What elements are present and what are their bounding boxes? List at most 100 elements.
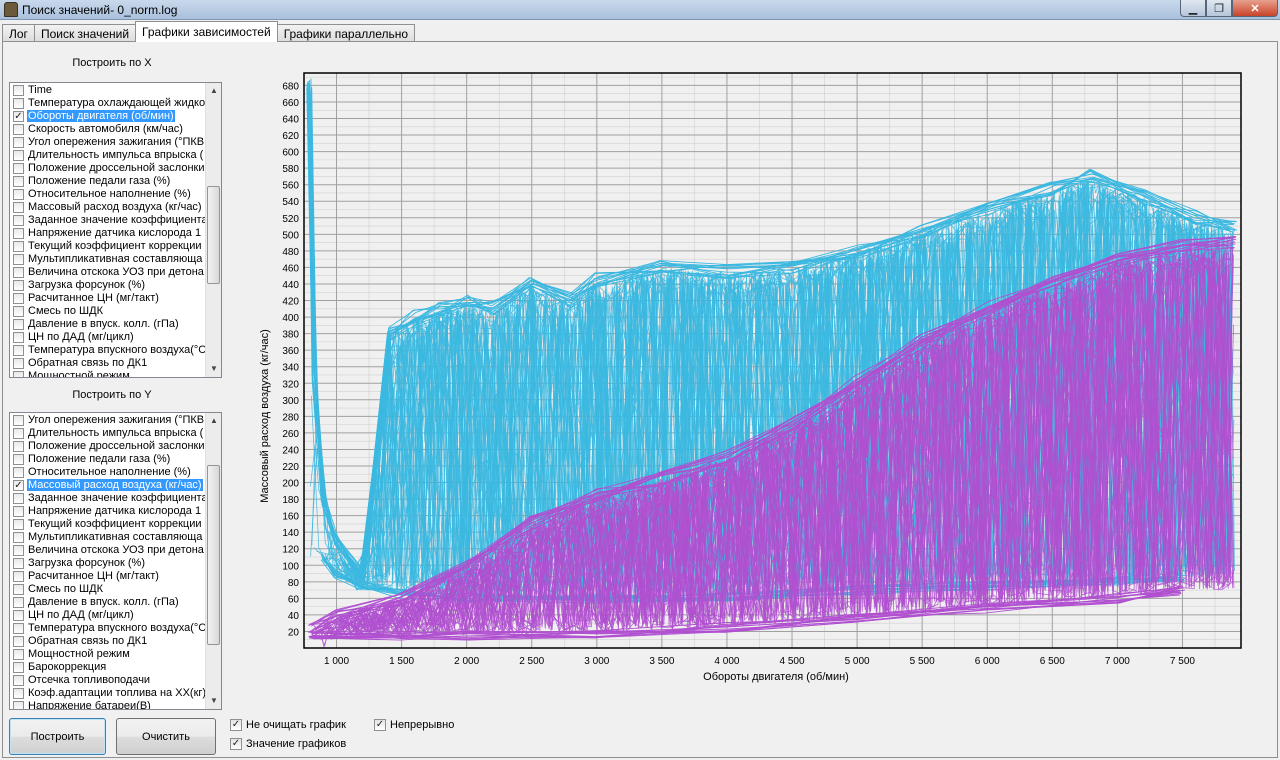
y-item-checkbox[interactable]: ✓ — [13, 480, 24, 491]
y-list-scrollbar[interactable]: ▲ ▼ — [205, 413, 221, 709]
x-item-checkbox[interactable] — [13, 137, 24, 148]
x-parameter-list[interactable]: Time Температура охлаждающей жидко ✓ Оборот… — [9, 82, 222, 378]
x-list-item[interactable]: Текущий коэффициент коррекции — [10, 240, 205, 253]
y-item-checkbox[interactable] — [13, 558, 24, 569]
x-item-checkbox[interactable] — [13, 176, 24, 187]
values-checkbox[interactable]: ✓ Значение графиков — [230, 738, 346, 750]
build-button[interactable]: Построить — [9, 718, 106, 755]
scroll-up-icon[interactable]: ▲ — [210, 416, 218, 425]
x-list-item[interactable]: Давление в впуск. колл. (гПа) — [10, 318, 205, 331]
y-list-item[interactable]: Мультипликативная составляюща — [10, 531, 205, 544]
minimize-button[interactable]: ▁ — [1180, 0, 1206, 17]
y-list-item[interactable]: Температура впускного воздуха(°С — [10, 622, 205, 635]
x-item-checkbox[interactable] — [13, 98, 24, 109]
x-item-checkbox[interactable] — [13, 332, 24, 343]
scroll-up-icon[interactable]: ▲ — [210, 86, 218, 95]
x-list-item[interactable]: Заданное значение коэффициента — [10, 214, 205, 227]
x-item-checkbox[interactable] — [13, 202, 24, 213]
x-item-checkbox[interactable] — [13, 163, 24, 174]
y-list-item[interactable]: Коэф.адаптации топлива на ХХ(кг) — [10, 687, 205, 700]
y-list-item[interactable]: ✓ Массовый расход воздуха (кг/час) — [10, 479, 205, 492]
x-list-item[interactable]: Длительность импульса впрыска ( — [10, 149, 205, 162]
x-list-item[interactable]: Относительное наполнение (%) — [10, 188, 205, 201]
y-list-item[interactable]: Отсечка топливоподачи — [10, 674, 205, 687]
scroll-down-icon[interactable]: ▼ — [210, 696, 218, 705]
x-list-item[interactable]: Положение педали газа (%) — [10, 175, 205, 188]
y-item-checkbox[interactable] — [13, 610, 24, 621]
x-item-checkbox[interactable] — [13, 215, 24, 226]
y-item-checkbox[interactable] — [13, 584, 24, 595]
y-item-checkbox[interactable] — [13, 662, 24, 673]
x-item-checkbox[interactable] — [13, 267, 24, 278]
y-item-checkbox[interactable] — [13, 454, 24, 465]
x-list-scroll-thumb[interactable] — [207, 186, 220, 284]
y-list-item[interactable]: Расчитанное ЦН (мг/такт) — [10, 570, 205, 583]
y-item-checkbox[interactable] — [13, 688, 24, 699]
x-item-checkbox[interactable] — [13, 189, 24, 200]
clear-button[interactable]: Очистить — [116, 718, 216, 755]
x-list-item[interactable]: Смесь по ШДК — [10, 305, 205, 318]
x-list-item[interactable]: Мультипликативная составляюща — [10, 253, 205, 266]
y-item-checkbox[interactable] — [13, 597, 24, 608]
y-list-item[interactable]: Длительность импульса впрыска ( — [10, 427, 205, 440]
y-item-checkbox[interactable] — [13, 649, 24, 660]
x-item-checkbox[interactable] — [13, 358, 24, 369]
x-list-item[interactable]: Расчитанное ЦН (мг/такт) — [10, 292, 205, 305]
y-list-item[interactable]: Заданное значение коэффициента — [10, 492, 205, 505]
x-list-item[interactable]: Температура впускного воздуха(°С — [10, 344, 205, 357]
x-list-item[interactable]: Величина отскока УОЗ при детона — [10, 266, 205, 279]
y-list-item[interactable]: Угол опережения зажигания (°ПКВ — [10, 414, 205, 427]
dependency-chart[interactable]: 20 40 60 80 100 120 140 160 180 200 220 240 260 280 30… — [229, 48, 1276, 703]
y-item-checkbox[interactable] — [13, 623, 24, 634]
y-item-checkbox[interactable] — [13, 428, 24, 439]
x-item-checkbox[interactable]: ✓ — [13, 111, 24, 122]
y-item-checkbox[interactable] — [13, 636, 24, 647]
x-item-checkbox[interactable] — [13, 319, 24, 330]
y-item-checkbox[interactable] — [13, 493, 24, 504]
x-list-item[interactable]: Положение дроссельной заслонки — [10, 162, 205, 175]
x-list-item[interactable]: Мощностной режим — [10, 370, 205, 377]
y-item-checkbox[interactable] — [13, 441, 24, 452]
y-list-item[interactable]: Положение дроссельной заслонки — [10, 440, 205, 453]
x-item-checkbox[interactable] — [13, 85, 24, 96]
y-item-checkbox[interactable] — [13, 415, 24, 426]
tab-dependency-charts[interactable]: Графики зависимостей — [135, 21, 278, 42]
scroll-down-icon[interactable]: ▼ — [210, 364, 218, 373]
y-list-item[interactable]: Барокоррекция — [10, 661, 205, 674]
y-list-item[interactable]: Давление в впуск. колл. (гПа) — [10, 596, 205, 609]
y-list-item[interactable]: Напряжение батареи(В) — [10, 700, 205, 709]
x-list-item[interactable]: Загрузка форсунок (%) — [10, 279, 205, 292]
y-parameter-list[interactable]: Угол опережения зажигания (°ПКВ Длительно… — [9, 412, 222, 710]
x-list-item[interactable]: ✓ Обороты двигателя (об/мин) — [10, 110, 205, 123]
x-list-item[interactable]: Обратная связь по ДК1 — [10, 357, 205, 370]
x-item-checkbox[interactable] — [13, 124, 24, 135]
y-list-item[interactable]: ЦН по ДАД (мг/цикл) — [10, 609, 205, 622]
x-item-checkbox[interactable] — [13, 150, 24, 161]
x-item-checkbox[interactable] — [13, 306, 24, 317]
tab-log[interactable]: Лог — [2, 24, 35, 42]
x-list-item[interactable]: Угол опережения зажигания (°ПКВ — [10, 136, 205, 149]
y-item-checkbox[interactable] — [13, 571, 24, 582]
x-item-checkbox[interactable] — [13, 371, 24, 377]
x-item-checkbox[interactable] — [13, 254, 24, 265]
y-list-item[interactable]: Смесь по ШДК — [10, 583, 205, 596]
y-item-checkbox[interactable] — [13, 506, 24, 517]
tab-parallel-charts[interactable]: Графики параллельно — [276, 24, 416, 42]
tab-search[interactable]: Поиск значений — [33, 24, 137, 42]
x-list-item[interactable]: Скорость автомобиля (км/час) — [10, 123, 205, 136]
y-list-item[interactable]: Относительное наполнение (%) — [10, 466, 205, 479]
y-item-checkbox[interactable] — [13, 675, 24, 686]
x-list-item[interactable]: Массовый расход воздуха (кг/час) — [10, 201, 205, 214]
x-item-checkbox[interactable] — [13, 241, 24, 252]
y-list-item[interactable]: Загрузка форсунок (%) — [10, 557, 205, 570]
chart-area[interactable]: 20 40 60 80 100 120 140 160 180 200 220 240 260 280 30… — [229, 48, 1276, 703]
x-list-scrollbar[interactable]: ▲ ▼ — [205, 83, 221, 377]
maximize-button[interactable]: ❐ — [1206, 0, 1232, 17]
x-list-item[interactable]: Time — [10, 84, 205, 97]
continuous-checkbox[interactable]: ✓ Непрерывно — [374, 719, 454, 731]
y-list-item[interactable]: Текущий коэффициент коррекции — [10, 518, 205, 531]
y-list-item[interactable]: Напряжение датчика кислорода 1 — [10, 505, 205, 518]
x-list-item[interactable]: ЦН по ДАД (мг/цикл) — [10, 331, 205, 344]
y-item-checkbox[interactable] — [13, 519, 24, 530]
x-item-checkbox[interactable] — [13, 293, 24, 304]
